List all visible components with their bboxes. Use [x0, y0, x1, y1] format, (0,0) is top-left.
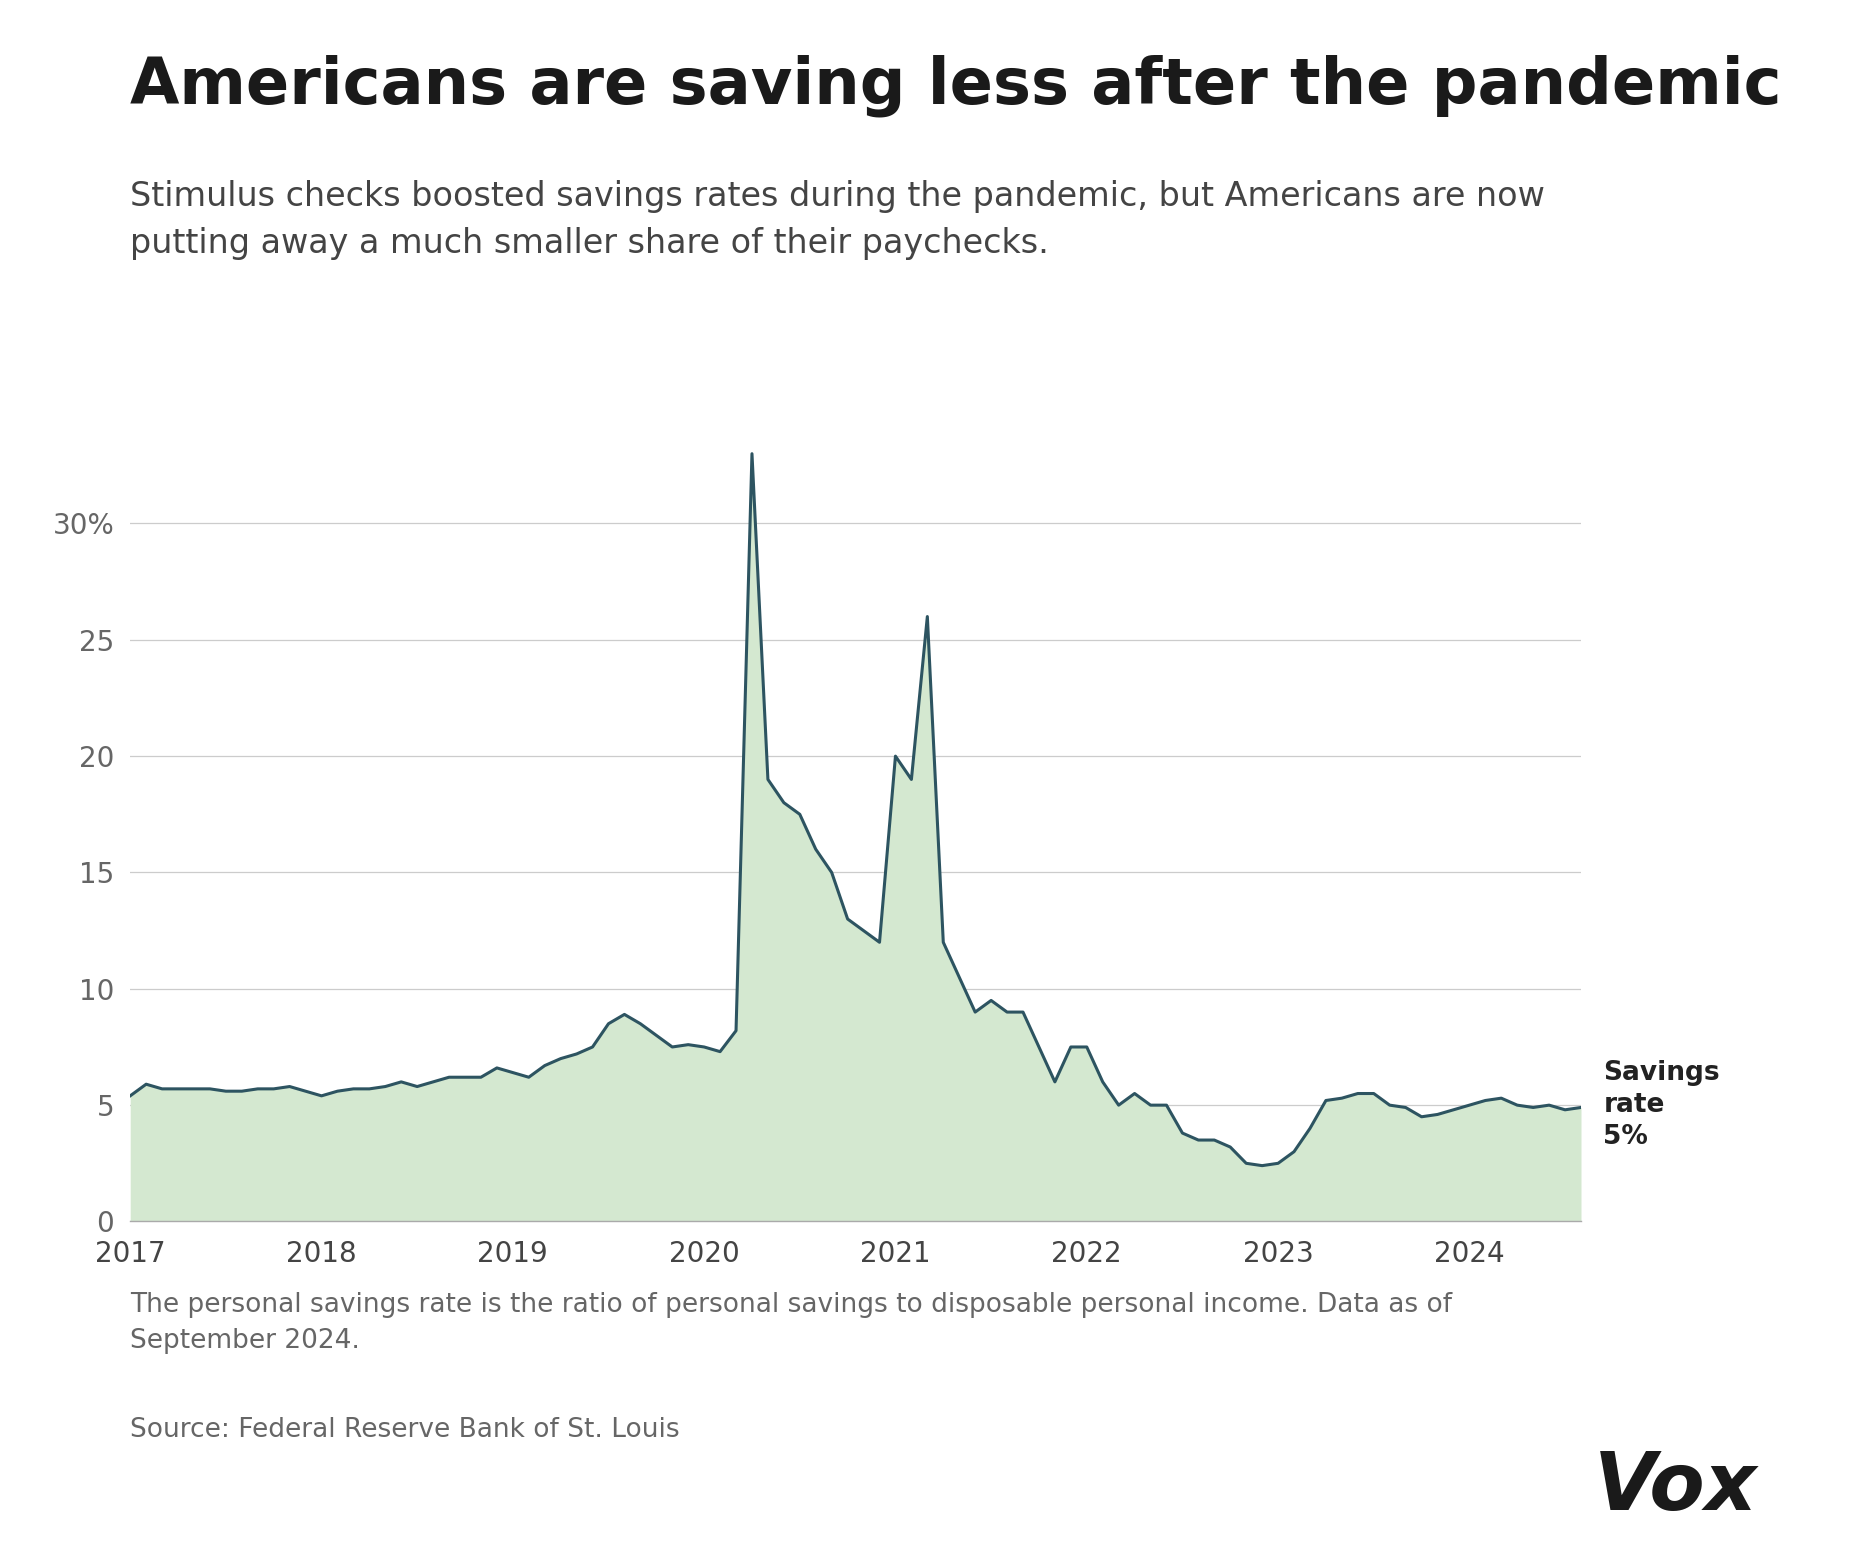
Text: Vox: Vox — [1594, 1449, 1758, 1527]
Text: Stimulus checks boosted savings rates during the pandemic, but Americans are now: Stimulus checks boosted savings rates du… — [130, 180, 1546, 260]
Text: Americans are saving less after the pandemic: Americans are saving less after the pand… — [130, 55, 1782, 117]
Text: Source: Federal Reserve Bank of St. Louis: Source: Federal Reserve Bank of St. Loui… — [130, 1417, 679, 1444]
Text: Savings
rate
5%: Savings rate 5% — [1603, 1060, 1720, 1149]
Text: The personal savings rate is the ratio of personal savings to disposable persona: The personal savings rate is the ratio o… — [130, 1292, 1453, 1355]
